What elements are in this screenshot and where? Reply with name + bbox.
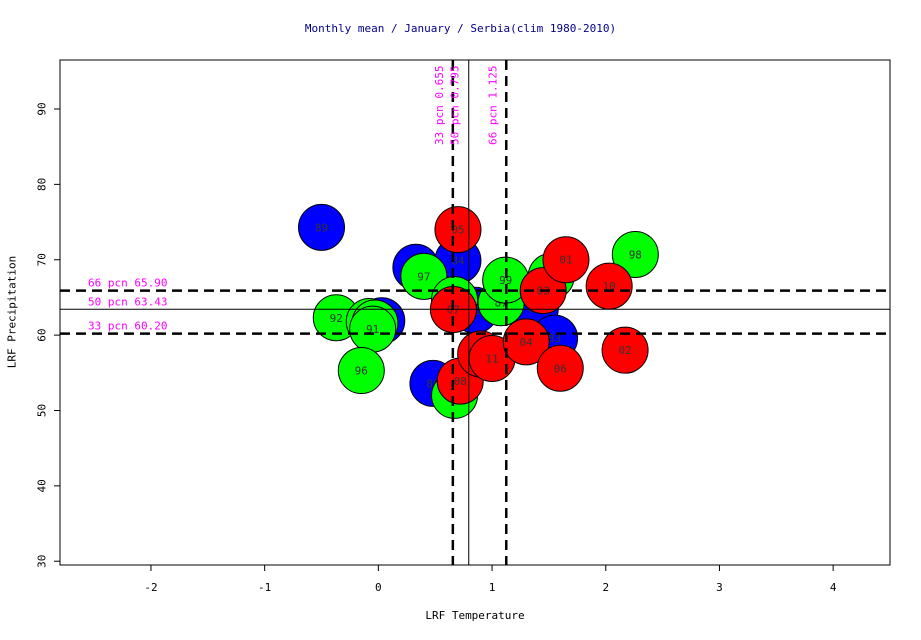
x-tick-label: -2 — [144, 581, 157, 594]
y-tick-label: 70 — [36, 253, 49, 266]
data-point — [611, 230, 659, 278]
plot-frame — [59, 59, 891, 566]
data-point-label: 04 — [520, 336, 534, 349]
data-point-label: 02 — [618, 344, 631, 357]
y-tick-label: 50 — [36, 404, 49, 417]
vertical-threshold-label: 33 pcn 0.655 — [433, 66, 446, 145]
data-point-label: 84 — [451, 254, 465, 267]
data-point-label: 06 — [554, 362, 567, 375]
data-point-label: 89 — [315, 221, 328, 234]
data-point — [434, 206, 482, 254]
y-tick-label: 30 — [36, 555, 49, 568]
data-point-label: 99 — [499, 274, 512, 287]
horizontal-threshold-label: 66 pcn 65.90 — [88, 277, 167, 290]
x-tick-label: 2 — [602, 581, 609, 594]
data-point — [601, 326, 649, 374]
x-tick-label: 3 — [716, 581, 723, 594]
data-point — [337, 347, 385, 395]
data-point-label: 92 — [330, 312, 343, 325]
x-tick-label: 1 — [489, 581, 496, 594]
horizontal-threshold-label: 33 pcn 60.20 — [88, 320, 167, 333]
y-tick-label: 90 — [36, 102, 49, 115]
x-tick-label: 0 — [375, 581, 382, 594]
data-point-label: 05 — [451, 224, 464, 237]
vertical-threshold-label: 66 pcn 1.125 — [486, 66, 499, 145]
data-point-label: 11 — [485, 352, 498, 365]
data-point-label: 01 — [559, 254, 572, 267]
data-point — [298, 203, 346, 251]
y-tick-label: 80 — [36, 178, 49, 191]
y-tick-label: 60 — [36, 328, 49, 341]
chart-title: Monthly mean / January / Serbia(clim 198… — [304, 22, 617, 35]
data-point-label: 83 — [548, 332, 561, 345]
data-point-label: 08 — [454, 375, 467, 388]
data-point — [502, 318, 550, 366]
data-point-label: 96 — [355, 365, 368, 378]
x-tick-label: 4 — [830, 581, 837, 594]
y-tick-label: 40 — [36, 479, 49, 492]
y-axis-label: LRF Precipitation — [5, 255, 19, 369]
x-axis-label: LRF Temperature — [425, 609, 525, 622]
x-tick-label: -1 — [258, 581, 271, 594]
data-point — [542, 236, 590, 284]
data-point-label: 98 — [629, 248, 642, 261]
vertical-threshold-label: 50 pcn 0.795 — [449, 66, 462, 145]
data-point — [536, 344, 584, 392]
horizontal-threshold-label: 50 pcn 63.43 — [88, 295, 167, 308]
data-point-label: 97 — [417, 270, 430, 283]
